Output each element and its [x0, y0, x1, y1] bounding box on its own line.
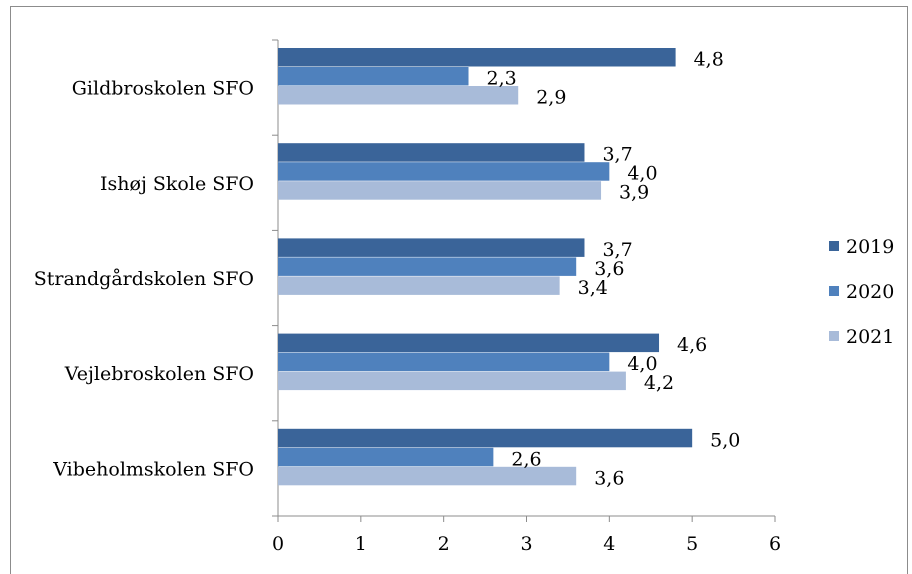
category-label: Strandgårdskolen SFO [34, 268, 254, 290]
value-label: 3,6 [594, 258, 624, 280]
bar-2021 [278, 371, 626, 391]
x-tick-label: 4 [603, 533, 615, 555]
x-tick-label: 5 [686, 533, 698, 555]
bar-2020 [278, 447, 494, 467]
value-label: 4,8 [694, 49, 724, 71]
bar-2019 [278, 428, 693, 448]
value-label: 4,6 [677, 334, 707, 356]
value-label: 2,3 [487, 68, 517, 90]
value-label: 2,6 [511, 448, 541, 470]
bar-2019 [278, 333, 660, 353]
value-label: 4,2 [644, 372, 674, 394]
category-label: Vejlebroskolen SFO [64, 363, 254, 385]
x-tick-label: 2 [438, 533, 450, 555]
bar-2020 [278, 67, 469, 86]
bar-2021 [278, 466, 577, 486]
legend-label: 2019 [846, 236, 894, 258]
value-label: 2,9 [536, 87, 566, 109]
value-labels: 4,82,32,93,74,03,93,73,63,44,64,04,25,02… [487, 49, 741, 490]
value-label: 4,0 [627, 353, 657, 375]
category-label: Vibeholmskolen SFO [52, 458, 254, 480]
bar-2020 [278, 352, 610, 372]
bar-2020 [278, 162, 610, 181]
value-label: 3,7 [602, 144, 632, 166]
bar-2021 [278, 276, 560, 295]
legend-label: 2021 [846, 326, 894, 348]
legend-swatch [829, 286, 839, 296]
value-label: 3,9 [619, 182, 649, 204]
x-tick-label: 1 [355, 533, 367, 555]
bar-2019 [278, 143, 585, 162]
bar-2019 [278, 238, 585, 257]
value-label: 3,6 [594, 467, 624, 489]
bars [278, 48, 693, 486]
legend: 2019 2020 2021 [829, 236, 894, 348]
value-label: 3,7 [602, 239, 632, 261]
category-labels: Gildbroskolen SFO Ishøj Skole SFO Strandgå… [34, 78, 254, 481]
bar-2021 [278, 86, 519, 105]
legend-swatch [829, 241, 839, 251]
value-label: 4,0 [627, 163, 657, 185]
category-label: Gildbroskolen SFO [72, 78, 254, 100]
x-tick-label: 3 [520, 533, 532, 555]
bar-2021 [278, 181, 602, 200]
legend-swatch [829, 331, 839, 341]
x-tick-labels: 0 1 2 3 4 5 6 [272, 533, 781, 555]
value-label: 3,4 [578, 277, 608, 299]
x-tick-label: 6 [769, 533, 781, 555]
bar-2020 [278, 257, 577, 276]
category-label: Ishøj Skole SFO [100, 173, 254, 195]
x-tick-label: 0 [272, 533, 284, 555]
value-label: 5,0 [710, 429, 740, 451]
bar-2019 [278, 48, 676, 67]
legend-label: 2020 [846, 281, 894, 303]
